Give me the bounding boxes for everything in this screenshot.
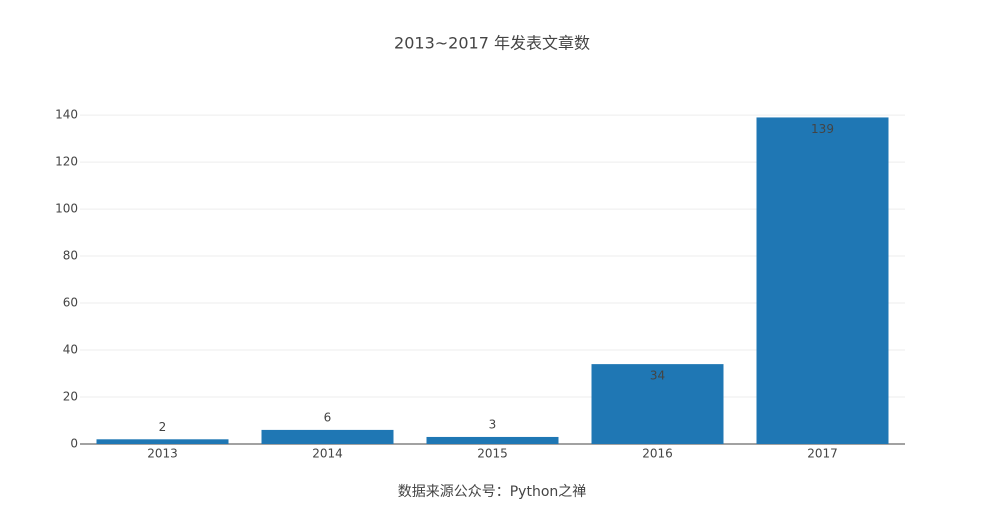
bar [756,117,889,445]
x-tick-label: 2015 [477,447,508,461]
x-tick-label: 2017 [807,447,838,461]
x-axis-title: 数据来源公众号：Python之禅 [398,484,587,500]
bar [96,439,229,444]
bar [261,429,394,444]
data-label: 6 [324,410,332,424]
y-tick-label: 80 [63,249,78,263]
x-tick-label: 2013 [147,447,178,461]
y-tick-label: 20 [63,390,78,404]
data-label: 2 [159,420,167,434]
x-tick-label: 2016 [642,447,673,461]
y-tick-label: 40 [63,343,78,357]
chart-title: 2013~2017 年发表文章数 [394,34,590,53]
y-tick-label: 100 [55,202,78,216]
y-tick-label: 0 [70,437,78,451]
data-label: 34 [650,369,665,383]
x-tick-label: 2014 [312,447,343,461]
data-label: 139 [811,122,834,136]
bar [426,436,559,444]
y-tick-label: 140 [55,108,78,122]
data-label: 3 [489,417,497,431]
y-tick-label: 120 [55,155,78,169]
bar [591,364,724,444]
y-tick-label: 60 [63,296,78,310]
